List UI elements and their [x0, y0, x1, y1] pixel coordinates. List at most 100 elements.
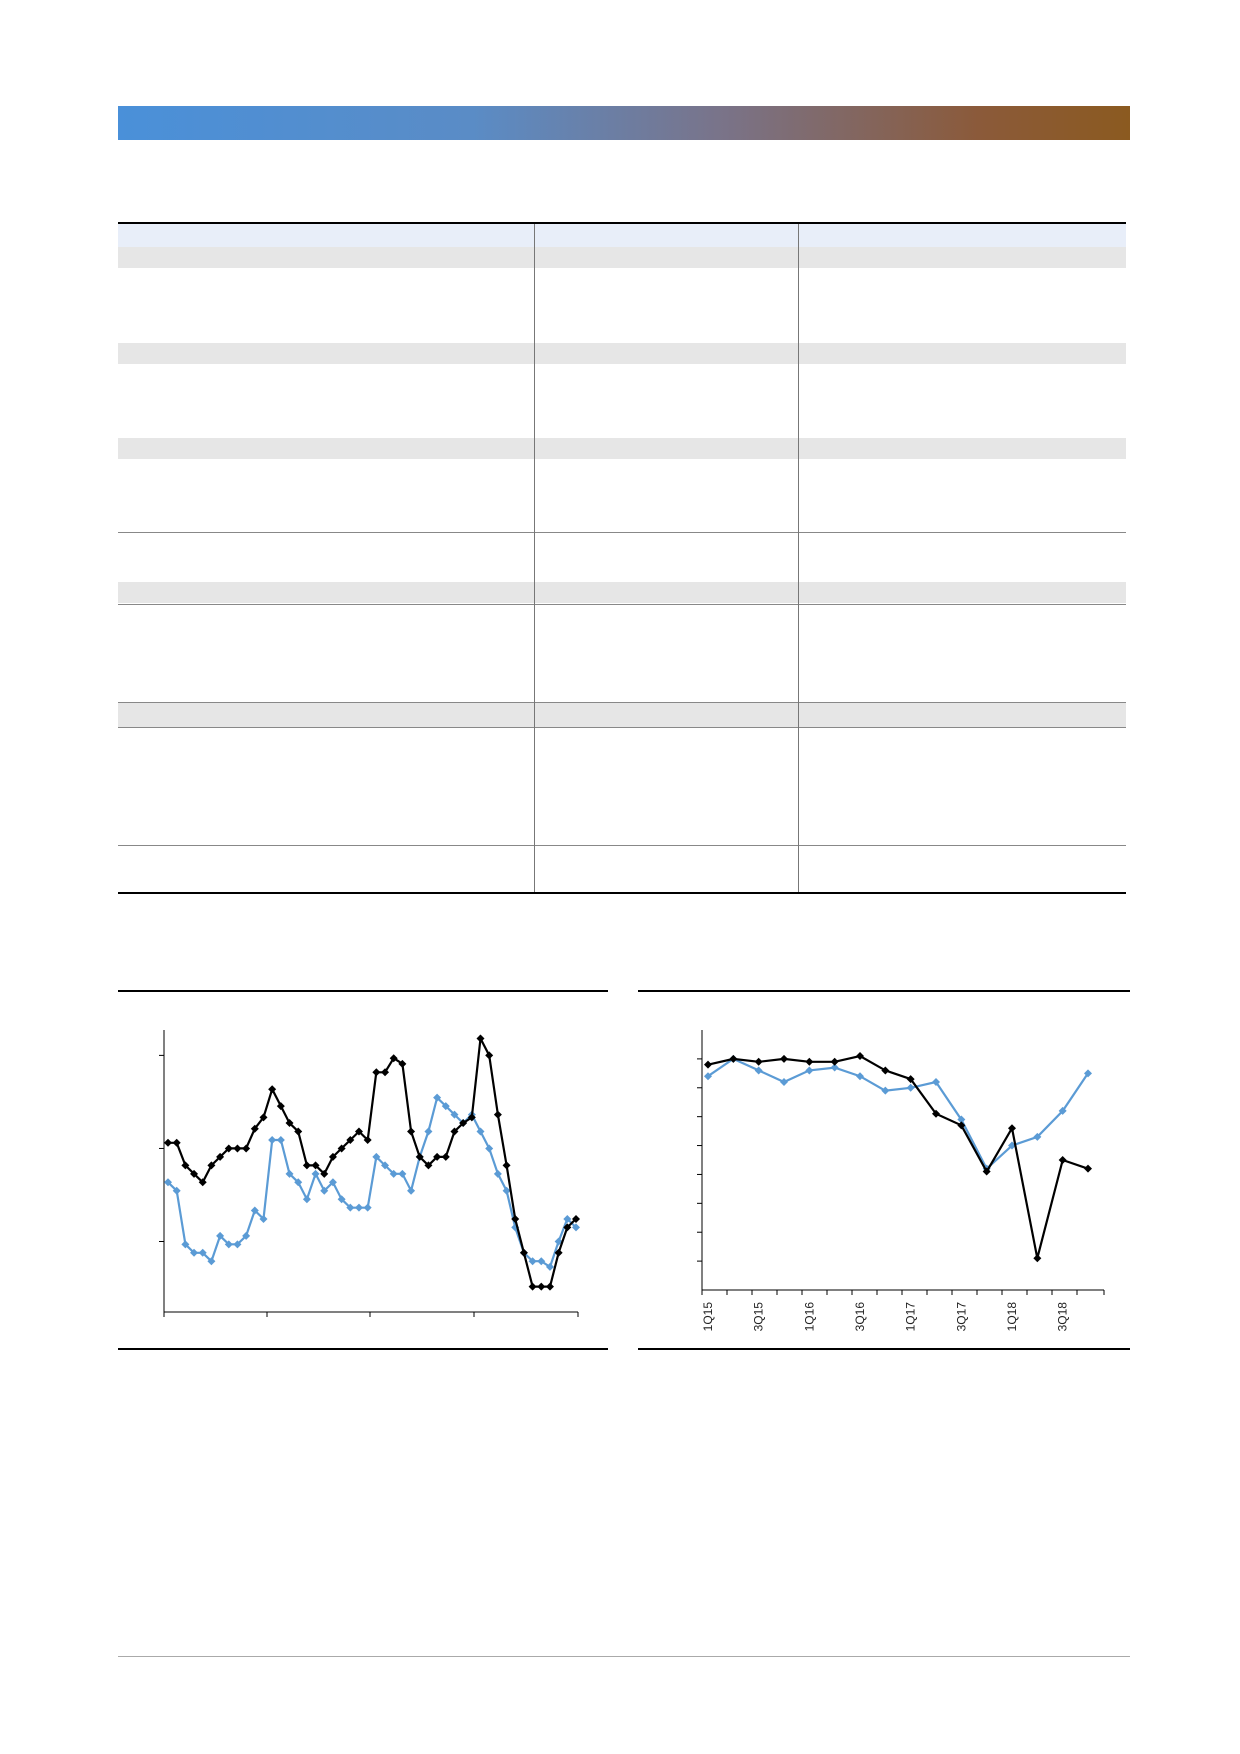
series-1-point — [450, 1127, 459, 1136]
series-2-point — [328, 1178, 337, 1187]
series-1-point — [519, 1248, 528, 1257]
series-line-1 — [168, 1034, 577, 1288]
series-2-point — [181, 1240, 190, 1249]
series-2-point — [830, 1063, 839, 1072]
series-1-point — [242, 1144, 251, 1153]
series-2-point — [250, 1206, 259, 1215]
table-section-row — [118, 438, 1126, 459]
series-1-point — [1058, 1156, 1067, 1164]
series-2-point — [528, 1257, 537, 1266]
series-2-point — [354, 1203, 363, 1212]
series-2-point — [285, 1169, 294, 1178]
series-1-point — [320, 1169, 329, 1178]
series-2-point — [276, 1135, 285, 1144]
series-1-point — [906, 1075, 915, 1084]
series-2-point — [207, 1257, 216, 1266]
chart-right-plot: 1Q15 3Q15 1Q16 3Q16 1Q17 3Q17 1Q18 3Q18 — [697, 1030, 1105, 1332]
footer-rule — [118, 1656, 1130, 1657]
table-bottom-rule — [118, 892, 1126, 894]
series-2-point — [476, 1127, 485, 1136]
chart-top-rule — [638, 990, 1130, 992]
series-1-point — [207, 1161, 216, 1170]
series-2-point — [320, 1186, 329, 1195]
series-2-point — [957, 1115, 966, 1124]
series-1-point — [485, 1051, 494, 1060]
series-1-point — [554, 1248, 563, 1257]
series-2-point — [224, 1240, 233, 1249]
series-1-point — [198, 1178, 207, 1187]
series-2-point — [424, 1127, 433, 1136]
series-1-point — [805, 1057, 814, 1066]
series-2-point — [363, 1203, 372, 1212]
series-1-point — [545, 1282, 554, 1291]
series-2-point — [381, 1161, 390, 1170]
series-2-point — [372, 1152, 381, 1161]
series-1-point — [957, 1121, 966, 1130]
series-1-point — [216, 1152, 225, 1161]
series-2-point — [259, 1214, 268, 1223]
series-1-point — [856, 1052, 864, 1060]
table-section-row — [118, 702, 1126, 727]
series-1-point — [363, 1135, 372, 1144]
series-1-point — [372, 1068, 381, 1077]
series-1-point — [233, 1144, 242, 1153]
series-2-point — [881, 1086, 890, 1095]
series-1-point — [982, 1167, 991, 1176]
series-1-point — [441, 1152, 450, 1161]
series-1-point — [250, 1124, 259, 1133]
series-1-point — [1084, 1164, 1092, 1173]
table-divider — [118, 532, 1126, 533]
table-column-divider — [798, 222, 799, 894]
chart-top-rule — [118, 990, 608, 992]
x-tick-label: 3Q18 — [1056, 1302, 1070, 1332]
table-section-row — [118, 582, 1126, 603]
series-2-point — [493, 1169, 502, 1178]
series-2-point — [754, 1066, 763, 1075]
series-1-point — [830, 1057, 839, 1066]
series-2-point — [906, 1083, 915, 1092]
series-2-point — [311, 1169, 320, 1178]
series-2-point — [433, 1093, 442, 1102]
series-1-point — [754, 1057, 763, 1066]
x-tick-label: 3Q17 — [954, 1302, 968, 1332]
series-2-point — [1033, 1132, 1042, 1141]
x-tick-label: 1Q17 — [904, 1302, 918, 1332]
series-1-point — [389, 1054, 398, 1063]
series-2-point — [572, 1223, 580, 1232]
series-1-point — [398, 1059, 407, 1068]
series-2-point — [856, 1072, 864, 1081]
series-1-point — [932, 1109, 940, 1118]
series-1-point — [780, 1054, 788, 1063]
table-divider — [118, 845, 1126, 846]
series-1-point — [1033, 1254, 1042, 1263]
series-1-point — [311, 1161, 320, 1170]
series-2-point — [233, 1240, 242, 1249]
series-2-point — [407, 1186, 416, 1195]
series-1-point — [407, 1127, 416, 1136]
series-1-point — [881, 1066, 890, 1075]
series-1-point — [328, 1152, 337, 1161]
series-2-point — [563, 1214, 572, 1223]
series-2-point — [164, 1178, 172, 1187]
series-1-point — [459, 1119, 468, 1128]
series-1-point — [493, 1110, 502, 1119]
series-1-point — [172, 1138, 181, 1147]
series-1-point — [259, 1113, 268, 1122]
x-tick-label: 3Q16 — [853, 1302, 867, 1332]
chart-bottom-rule — [638, 1348, 1130, 1350]
series-2-point — [268, 1135, 277, 1144]
chart-right: 1Q15 3Q15 1Q16 3Q16 1Q17 3Q17 1Q18 3Q18 — [638, 990, 1130, 1352]
series-2-point — [294, 1178, 303, 1187]
table-top-rule — [118, 222, 1126, 224]
series-2-point — [198, 1248, 207, 1257]
series-1-point — [354, 1127, 363, 1136]
series-1-point — [476, 1034, 485, 1043]
series-2-point — [1084, 1069, 1092, 1078]
series-1-point — [1008, 1124, 1016, 1133]
series-line-1 — [707, 1054, 1089, 1259]
series-2-point — [302, 1195, 311, 1204]
series-1-point — [346, 1135, 355, 1144]
series-1-point — [415, 1152, 424, 1161]
chart-left — [118, 990, 608, 1352]
series-1-point — [268, 1085, 277, 1094]
